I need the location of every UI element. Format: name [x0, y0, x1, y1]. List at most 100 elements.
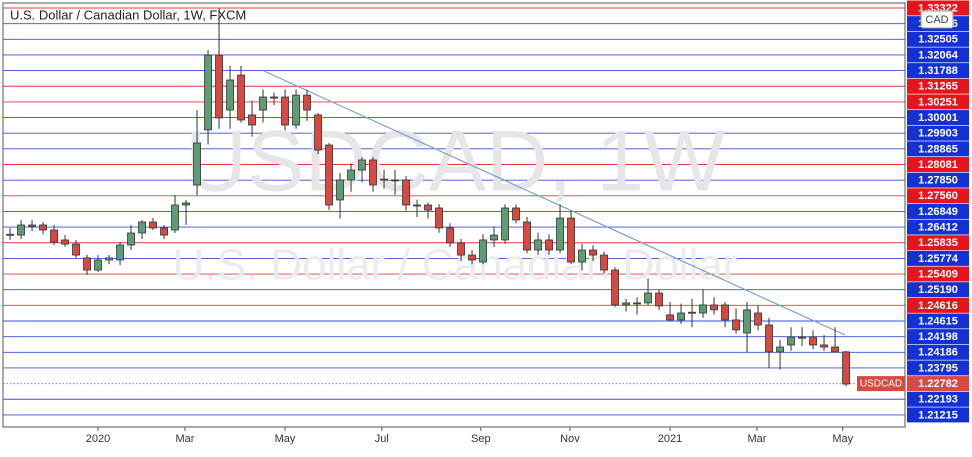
- price-label: 1.25774: [918, 253, 959, 265]
- candle-body: [842, 351, 850, 385]
- candle-body: [831, 346, 839, 353]
- x-tick-label: Mar: [175, 433, 194, 445]
- candle-body: [248, 114, 256, 126]
- candle-body: [798, 336, 806, 339]
- price-label-box: [907, 94, 969, 110]
- candle-body: [325, 144, 333, 206]
- price-label: 1.23795: [918, 362, 958, 374]
- candle-body: [358, 159, 366, 171]
- candle-body: [17, 224, 25, 236]
- candles: [6, 8, 850, 387]
- level-lines: [3, 7, 905, 416]
- price-label-box: [907, 125, 969, 141]
- candle-body: [523, 221, 531, 251]
- candle-body: [413, 204, 421, 207]
- candle-body: [512, 207, 520, 221]
- price-label-box: [907, 141, 969, 157]
- candle-body: [28, 224, 36, 227]
- candle-body: [336, 179, 344, 201]
- candle-body: [127, 232, 135, 246]
- candle-body: [545, 239, 553, 251]
- candle-body: [677, 312, 685, 321]
- candle-body: [688, 311, 696, 314]
- price-label: 1.21215: [918, 409, 958, 421]
- price-label: 1.31265: [918, 81, 958, 93]
- candle-body: [765, 324, 773, 353]
- currency-label: CAD: [925, 14, 948, 26]
- candle-body: [171, 204, 179, 231]
- candle-body: [479, 239, 487, 263]
- candle-body: [50, 229, 58, 243]
- candle-body: [534, 239, 542, 251]
- candle-body: [787, 336, 795, 346]
- price-label: 1.26849: [918, 206, 958, 218]
- candle-body: [633, 302, 641, 305]
- price-label: 1.32064: [918, 49, 959, 61]
- candle-body: [369, 159, 377, 186]
- candle-body: [193, 142, 201, 186]
- candle-body: [61, 239, 69, 245]
- price-label: 1.27560: [918, 190, 958, 202]
- candle-body: [94, 259, 102, 271]
- price-label-box: [907, 235, 969, 251]
- time-axis: [3, 429, 905, 455]
- candle-body: [655, 292, 663, 307]
- price-label-box: [907, 329, 969, 345]
- price-label-box: [907, 110, 969, 126]
- candle-body: [567, 217, 575, 263]
- candle-body: [270, 96, 278, 99]
- candle-body: [105, 257, 113, 261]
- price-label: 1.22782: [918, 378, 958, 390]
- candle-body: [732, 319, 740, 331]
- price-label: 1.25409: [918, 268, 958, 280]
- x-tick-label: Mar: [747, 433, 766, 445]
- candle-body: [347, 169, 355, 181]
- candle-body: [303, 94, 311, 111]
- candle-body: [600, 254, 608, 271]
- candle-body: [138, 221, 146, 234]
- candle-body: [622, 302, 630, 306]
- price-label: 1.25835: [918, 237, 958, 249]
- candle-body: [83, 257, 91, 271]
- price-label-box: [907, 313, 969, 329]
- price-label: 1.25190: [918, 284, 958, 296]
- price-label: 1.24615: [918, 315, 958, 327]
- trend-line: [263, 70, 846, 336]
- price-label: 1.31788: [918, 65, 958, 77]
- candle-body: [116, 244, 124, 261]
- x-tick-label: Sep: [471, 433, 491, 445]
- price-label: 1.26412: [918, 222, 958, 234]
- candle-body: [204, 54, 212, 131]
- candle-body: [281, 96, 289, 126]
- candle-body: [699, 304, 707, 314]
- price-label-box: [907, 344, 969, 360]
- price-label: 1.30001: [918, 112, 958, 124]
- currency-badge: [920, 10, 954, 29]
- candle-body: [237, 74, 245, 121]
- candle-body: [490, 234, 498, 241]
- x-tick-label: Nov: [560, 433, 580, 445]
- price-label-box: [907, 282, 969, 298]
- candle-body: [556, 217, 564, 251]
- candle-body: [501, 207, 509, 241]
- price-label-box: [907, 188, 969, 204]
- candle-body: [468, 254, 476, 261]
- candle-body: [182, 202, 190, 206]
- price-label-box: [907, 391, 969, 407]
- price-label: 1.24198: [918, 331, 958, 343]
- price-label: 1.30251: [918, 96, 958, 108]
- price-label-box: [907, 78, 969, 94]
- symbol-label: USDCAD: [860, 379, 902, 390]
- candle-body: [754, 312, 762, 326]
- price-label-box: [907, 172, 969, 188]
- price-label: 1.24186: [918, 347, 958, 359]
- candle-body: [743, 309, 751, 334]
- candle-body: [160, 227, 168, 236]
- candle-body: [457, 242, 465, 256]
- candle-body: [644, 292, 652, 304]
- candle-body: [578, 249, 586, 263]
- price-label-box: [907, 266, 969, 282]
- price-label: 1.29903: [918, 128, 958, 140]
- price-label: 1.27850: [918, 175, 958, 187]
